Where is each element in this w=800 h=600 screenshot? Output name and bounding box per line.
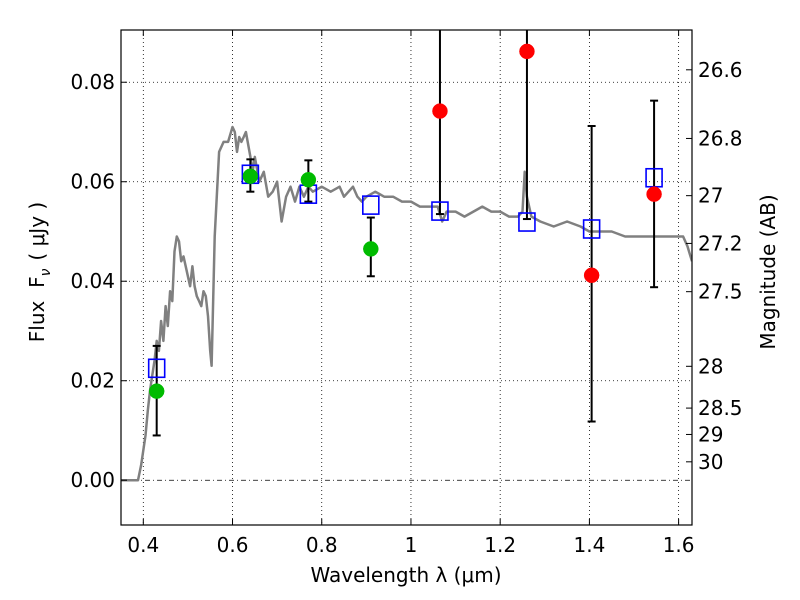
detection-point (242, 168, 259, 185)
x-tick-label: 1 (405, 533, 418, 557)
x-tick-label: 1.2 (484, 533, 516, 557)
model-photometry-square (431, 201, 449, 221)
x-tick-label: 0.8 (306, 533, 338, 557)
model-photometry-square (147, 358, 166, 379)
y2-tick-label: 30 (698, 450, 723, 474)
y2-tick-label: 27 (698, 184, 723, 208)
detection-point (363, 241, 379, 257)
axis-ticks: 0.4 0.6 0.8 1 1.2 1.4 1.6 0.00 0.02 0.04 0.06 0.08 2… (70, 30, 743, 557)
y-axis-label-unit: ( μJy ) (25, 202, 49, 261)
y-tick-label: 0.00 (70, 468, 115, 492)
detection-point (300, 171, 317, 188)
model-photometry-square (362, 195, 380, 215)
y2-tick-label: 26.6 (698, 58, 743, 82)
y-axis-label: Flux Fν ( μJy ) (25, 202, 54, 342)
x-tick-label: 1.6 (663, 533, 695, 557)
y2-axis-label: Magnitude (AB) (756, 194, 780, 349)
plot-area (121, 30, 692, 482)
plot-inner (121, 30, 692, 482)
y-axis-label-subscript: ν (38, 268, 54, 276)
model-spectrum-line (121, 125, 692, 482)
y-axis-label-main: Flux F (25, 276, 49, 342)
y2-tick-label: 27.2 (698, 231, 743, 255)
x-tick-label: 1.4 (573, 533, 605, 557)
y2-tick-label: 27.5 (698, 280, 743, 304)
y-axis-label-group: Flux Fν ( μJy ) (25, 202, 54, 342)
x-tick-label: 0.6 (217, 533, 249, 557)
y-tick-label: 0.04 (70, 269, 115, 293)
upper-point (432, 103, 448, 119)
plot-frame (120, 29, 693, 526)
detection-point (148, 383, 165, 399)
y2-tick-label: 29 (698, 422, 723, 446)
x-axis-label: Wavelength λ (μm) (310, 563, 501, 587)
y2-axis-label-group: Magnitude (AB) (756, 194, 780, 349)
y2-tick-label: 28.5 (698, 396, 743, 420)
upper-point (519, 43, 535, 60)
y2-tick-label: 28 (698, 354, 723, 378)
model-photometry-square (518, 212, 536, 232)
y-tick-label: 0.08 (70, 70, 115, 94)
x-tick-label: 0.4 (127, 533, 159, 557)
model-photometry-square (582, 219, 601, 239)
y-tick-label: 0.06 (70, 170, 115, 194)
upper-point (583, 267, 600, 284)
y-tick-label: 0.02 (70, 369, 115, 393)
y2-tick-label: 26.8 (698, 126, 743, 150)
upper-point (646, 186, 662, 202)
